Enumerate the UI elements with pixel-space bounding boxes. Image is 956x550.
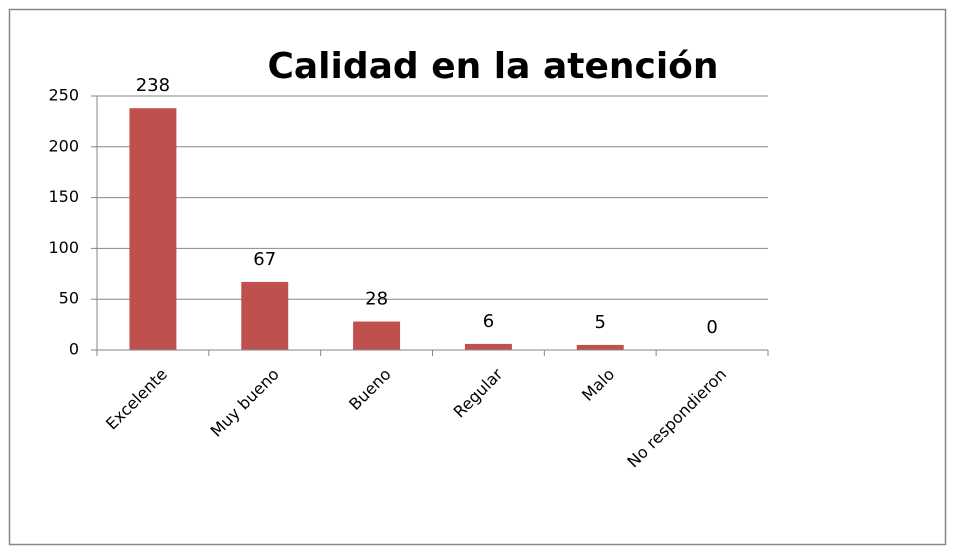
data-label: 67 <box>253 249 276 270</box>
data-label: 0 <box>706 317 717 338</box>
y-tick-label: 250 <box>48 86 79 105</box>
y-tick-label: 100 <box>48 238 79 257</box>
data-label: 28 <box>365 289 388 310</box>
bar <box>464 343 512 350</box>
bar <box>576 344 624 350</box>
y-tick-label: 200 <box>48 136 79 155</box>
y-tick-label: 150 <box>48 187 79 206</box>
y-tick-label: 50 <box>59 289 79 308</box>
data-label: 5 <box>595 312 606 333</box>
bar <box>129 108 177 350</box>
y-tick-label: 0 <box>69 340 79 359</box>
data-label: 6 <box>483 311 494 332</box>
chart-title: Calidad en la atención <box>267 46 718 87</box>
data-label: 238 <box>136 75 170 96</box>
bar <box>353 321 401 350</box>
bar <box>241 281 289 350</box>
